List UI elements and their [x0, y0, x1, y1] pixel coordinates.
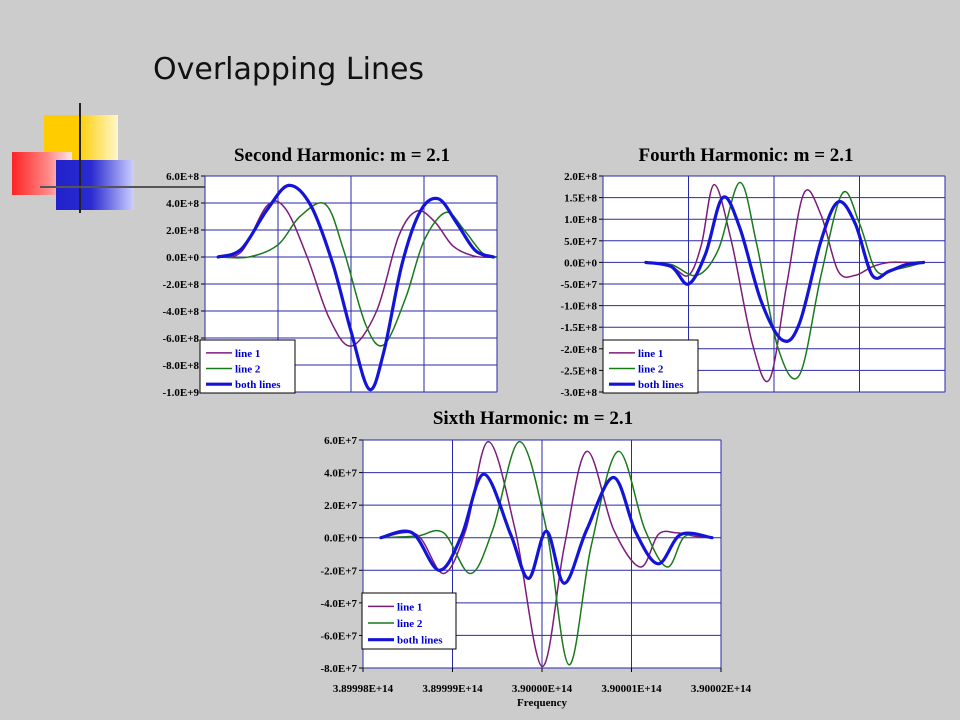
y-tick-label: 1.5E+8	[564, 193, 597, 205]
y-tick-label: -3.0E+8	[560, 387, 597, 399]
y-tick-label: -6.0E+8	[162, 333, 199, 345]
y-tick-label: 0.0E+0	[166, 252, 199, 264]
chart-title: Fourth Harmonic: m = 2.1	[638, 145, 853, 166]
second-harmonic-chart: 6.0E+8 4.0E+8 2.0E+8 0.0E+0 -2.0E+8 -4.0E+8 -6…	[162, 145, 498, 399]
y-tick-label: -2.0E+8	[162, 279, 199, 291]
y-tick-label: -8.0E+7	[320, 663, 357, 675]
y-tick-label: 1.0E+8	[564, 214, 597, 226]
series-both-lines-line	[379, 472, 714, 585]
legend-box	[361, 592, 457, 650]
y-tick-label: -1.0E+9	[162, 387, 199, 399]
legend-label-line-1: line 1	[638, 348, 663, 360]
series-line-1-line	[380, 440, 713, 668]
legend-label-both-lines: both lines	[638, 379, 684, 391]
legend-label-line-1: line 1	[235, 348, 260, 360]
y-tick-label: -4.0E+7	[320, 598, 357, 610]
x-axis-label: Frequency	[517, 697, 567, 709]
y-tick-label: 6.0E+8	[166, 171, 199, 183]
x-tick-label: 3.89999E+14	[422, 683, 483, 695]
chart-title: Sixth Harmonic: m = 2.1	[433, 408, 633, 429]
x-tick-label: 3.89998E+14	[333, 683, 394, 695]
decoration-blue-square	[56, 160, 134, 210]
legend-label-line-2: line 2	[397, 618, 423, 630]
y-tick-label: 2.0E+8	[166, 225, 199, 237]
y-tick-label: -2.0E+8	[560, 344, 597, 356]
legend-label-line-2: line 2	[638, 364, 664, 376]
y-tick-label: -1.5E+8	[560, 322, 597, 334]
y-tick-label: -4.0E+8	[162, 306, 199, 318]
y-tick-label: 0.0E+0	[564, 257, 597, 269]
y-tick-label: 0.0E+0	[324, 533, 357, 545]
y-tick-label: -1.0E+8	[560, 301, 597, 313]
y-tick-label: -8.0E+8	[162, 360, 199, 372]
slide-title: Overlapping Lines	[153, 52, 425, 87]
sixth-harmonic-chart: 6.0E+7 4.0E+7 2.0E+7 0.0E+0 -2.0E+7 -4.0E+7 -6…	[320, 408, 751, 709]
legend-label-both-lines: both lines	[397, 635, 443, 647]
chart-title: Second Harmonic: m = 2.1	[234, 145, 450, 166]
y-tick-label: -6.0E+7	[320, 630, 357, 642]
decoration-horizontal-line	[40, 186, 206, 188]
x-tick-label: 3.90002E+14	[691, 683, 752, 695]
legend-label-line-2: line 2	[235, 364, 261, 376]
x-tick-label: 3.90000E+14	[512, 683, 573, 695]
y-tick-label: 4.0E+8	[166, 198, 199, 210]
legend-label-line-1: line 1	[397, 601, 422, 613]
legend: line 1 line 2 both lines	[361, 592, 457, 650]
y-tick-label: 2.0E+8	[564, 171, 597, 183]
y-tick-label: 6.0E+7	[324, 435, 357, 447]
series-both-lines-line	[644, 195, 926, 343]
legend-label-both-lines: both lines	[235, 379, 281, 391]
y-tick-label: 2.0E+7	[324, 500, 357, 512]
legend: line 1 line 2 both lines	[602, 339, 699, 394]
fourth-harmonic-chart: 2.0E+8 1.5E+8 1.0E+8 5.0E+7 0.0E+0 -5.0E+7 -1.…	[560, 145, 946, 399]
series-line-2-line	[645, 181, 925, 380]
y-tick-label: 4.0E+7	[324, 468, 357, 480]
y-tick-label: 5.0E+7	[564, 236, 597, 248]
x-tick-label: 3.90001E+14	[601, 683, 662, 695]
series-both-lines-line	[216, 183, 495, 392]
legend: line 1 line 2 both lines	[199, 339, 296, 394]
y-tick-label: -5.0E+7	[560, 279, 597, 291]
y-tick-label: -2.0E+7	[320, 565, 357, 577]
y-tick-label: -2.5E+8	[560, 365, 597, 377]
series-line-2-line	[217, 202, 497, 347]
decoration-vertical-line	[79, 103, 81, 213]
